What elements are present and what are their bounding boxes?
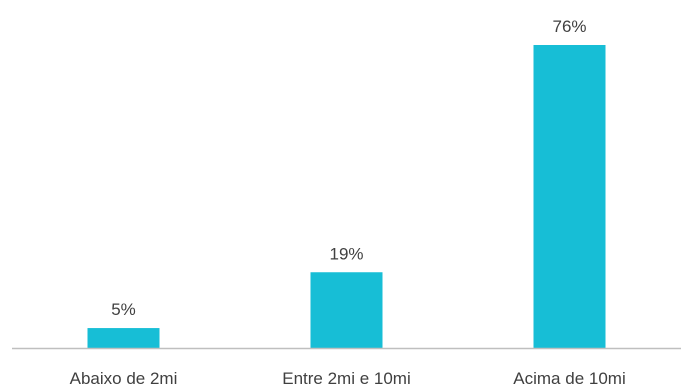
bar <box>87 328 160 348</box>
bar <box>310 272 383 348</box>
x-tick-label: Entre 2mi e 10mi <box>282 369 411 388</box>
x-tick-label: Abaixo de 2mi <box>70 369 178 388</box>
x-tick-labels-group: Abaixo de 2mi Entre 2mi e 10mi Acima de 10… <box>70 369 626 388</box>
x-tick-label: Acima de 10mi <box>513 369 625 388</box>
bar-value-label: 19% <box>329 244 363 263</box>
value-labels-group: 5% 19% 76% <box>111 17 586 319</box>
bar-value-label: 5% <box>111 300 136 319</box>
bar-value-label: 76% <box>552 17 586 36</box>
bars-group <box>87 45 606 348</box>
bar <box>533 45 606 348</box>
